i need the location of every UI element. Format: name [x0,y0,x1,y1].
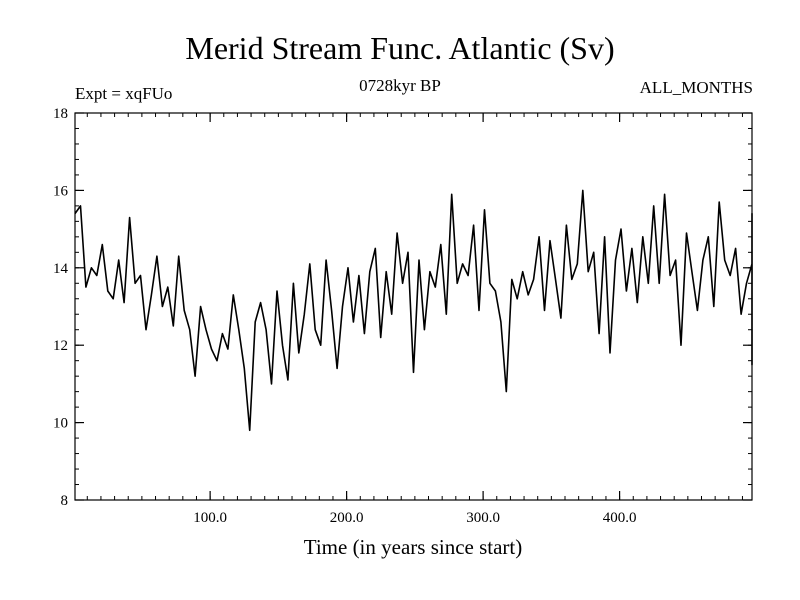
y-tick-label: 8 [61,493,69,509]
period-label: 0728kyr BP [359,76,441,95]
x-tick-label: 100.0 [193,510,227,526]
y-tick-label: 16 [53,183,69,199]
x-tick-label: 300.0 [466,510,500,526]
tick-labels: 100.0 200.0 300.0 400.0 8 10 12 14 16 18 [53,106,636,526]
x-tick-label: 200.0 [330,510,364,526]
x-tick-label: 400.0 [603,510,637,526]
y-tick-label: 12 [53,338,68,354]
y-tick-label: 18 [53,106,68,122]
y-tick-label: 14 [53,261,69,277]
x-axis-label: Time (in years since start) [304,535,523,559]
months-label: ALL_MONTHS [639,78,753,97]
major-ticks [75,112,752,501]
plot-frame [74,112,753,501]
experiment-label: Expt = xqFUo [75,84,173,103]
chart-title: Merid Stream Func. Atlantic (Sv) [185,30,615,66]
minor-ticks [75,112,752,501]
y-tick-label: 10 [53,416,68,432]
data-line [74,189,753,432]
series-layer [74,189,753,432]
